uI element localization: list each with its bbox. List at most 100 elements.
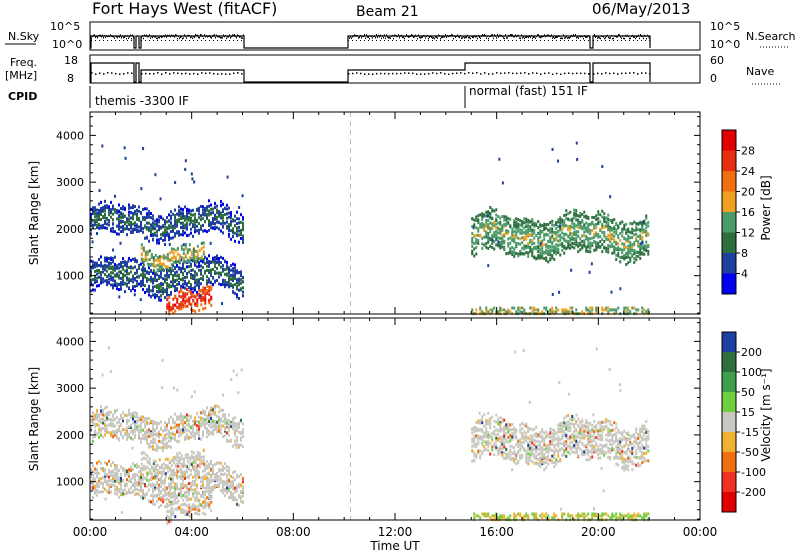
data-cell	[142, 279, 144, 283]
data-cell	[573, 242, 576, 246]
data-cell	[96, 493, 98, 497]
data-cell	[511, 235, 514, 239]
data-cell	[491, 238, 494, 242]
data-cell	[162, 494, 164, 498]
data-cell	[184, 470, 186, 474]
data-cell	[184, 292, 187, 296]
data-cell	[577, 234, 580, 238]
data-cell	[629, 259, 632, 263]
data-cell	[178, 305, 181, 309]
data-cell	[230, 422, 232, 426]
data-cell	[224, 462, 226, 466]
data-cell	[152, 217, 154, 221]
data-cell	[186, 212, 188, 216]
nsky-point	[147, 35, 148, 38]
data-cell	[238, 430, 240, 434]
data-cell	[491, 222, 494, 226]
data-cell	[491, 225, 494, 229]
data-cell	[607, 310, 610, 314]
nsearch-point	[384, 40, 385, 41]
data-cell	[90, 420, 92, 424]
data-cell	[230, 438, 232, 442]
data-cell	[90, 487, 92, 491]
data-cell	[102, 226, 104, 230]
nsky-point	[468, 37, 469, 39]
data-cell	[220, 468, 222, 472]
data-cell	[585, 245, 588, 249]
nave-point	[145, 72, 147, 75]
data-cell	[481, 221, 484, 225]
nsky-point	[630, 37, 631, 40]
data-cell	[118, 270, 120, 274]
data-cell	[124, 207, 126, 211]
nsky-point	[243, 34, 244, 36]
data-cell	[138, 430, 140, 434]
data-cell	[108, 263, 110, 267]
data-cell	[637, 244, 640, 248]
data-cell	[142, 217, 144, 221]
data-cell	[208, 480, 210, 484]
data-cell	[172, 311, 175, 315]
data-cell	[557, 218, 560, 222]
data-cell	[112, 461, 114, 465]
nsky-point	[581, 35, 582, 37]
nsky-point	[472, 36, 473, 39]
data-cell	[142, 428, 144, 432]
nsky-point	[223, 34, 224, 36]
data-cell	[214, 426, 216, 430]
data-cell	[641, 222, 644, 226]
nsky-point	[393, 37, 394, 40]
data-cell	[134, 289, 136, 293]
data-cell	[551, 219, 554, 223]
data-cell	[128, 408, 130, 412]
nsky-point	[206, 34, 207, 37]
data-cell	[120, 219, 122, 223]
data-cell	[158, 277, 160, 281]
data-cell	[615, 247, 618, 251]
nave-point	[548, 72, 550, 74]
data-cell	[495, 230, 498, 234]
data-cell	[503, 246, 506, 250]
data-cell	[196, 486, 198, 490]
nave-point	[520, 72, 522, 74]
nave-point	[568, 72, 570, 74]
data-cell	[174, 234, 176, 238]
data-cell	[587, 236, 590, 240]
data-cell	[184, 216, 186, 220]
nsky-point	[484, 34, 485, 36]
data-cell	[186, 436, 188, 440]
data-cell	[603, 246, 606, 250]
data-cell	[118, 214, 120, 218]
nsky-point	[111, 35, 112, 37]
data-cell	[631, 231, 634, 235]
data-cell	[132, 230, 134, 234]
data-cell	[493, 233, 496, 237]
data-cell	[551, 248, 554, 252]
nsky-point	[351, 37, 352, 40]
data-cell	[116, 416, 118, 420]
data-cell	[116, 492, 118, 496]
data-cell	[172, 307, 175, 311]
data-cell	[108, 273, 110, 277]
data-cell	[192, 290, 194, 294]
data-cell	[238, 282, 240, 286]
nsearch-point	[165, 40, 166, 41]
data-cell	[146, 226, 148, 230]
data-cell	[216, 427, 218, 431]
data-cell	[148, 258, 151, 262]
data-cell	[180, 476, 182, 480]
data-cell	[190, 220, 192, 224]
data-cell	[182, 425, 184, 429]
data-cell	[152, 487, 154, 491]
data-cell	[192, 293, 195, 297]
data-cell	[90, 428, 92, 432]
nave-trace	[91, 72, 651, 75]
data-cell	[228, 433, 230, 437]
data-cell	[613, 230, 616, 234]
data-cell	[112, 222, 114, 226]
data-cell	[100, 209, 102, 213]
nsky-point	[459, 36, 460, 39]
data-cell	[589, 232, 592, 236]
data-cell	[210, 468, 212, 472]
data-cell	[210, 285, 213, 289]
